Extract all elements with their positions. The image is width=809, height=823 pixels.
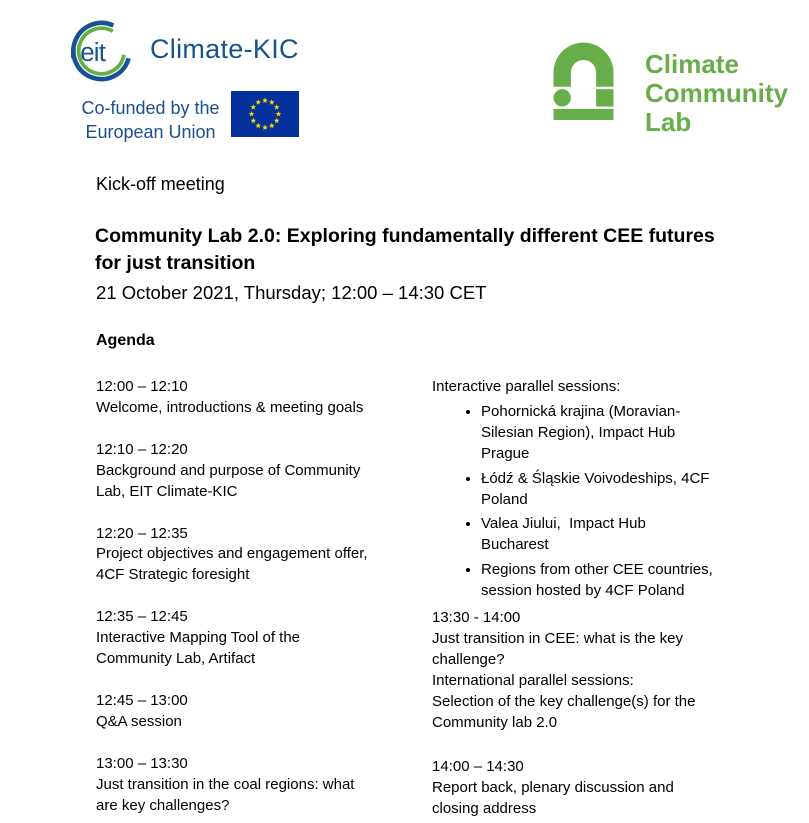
svg-text:eit: eit [80,39,106,67]
